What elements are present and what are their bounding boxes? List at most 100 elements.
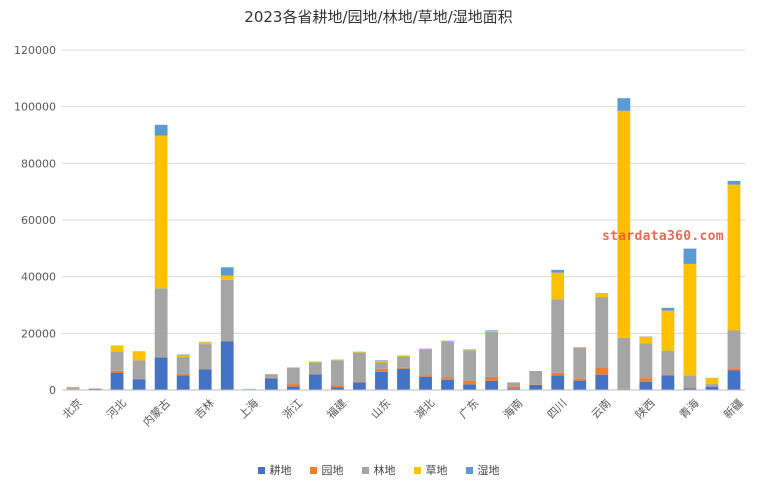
bar-segment [551, 272, 565, 300]
bar-segment [176, 355, 190, 357]
bar-segment [617, 337, 631, 389]
bar-segment [529, 384, 543, 385]
y-tick-label: 60000 [21, 214, 56, 227]
bar-segment [705, 384, 719, 387]
bar-segment [705, 386, 719, 390]
bar-segment [331, 360, 344, 386]
bar-segment [441, 379, 454, 390]
bar-segment [110, 345, 124, 353]
bar-segment [727, 368, 741, 371]
bar-segment [683, 388, 697, 390]
bar-segment [353, 381, 366, 383]
bar-segment [88, 388, 102, 390]
bar-segment [485, 380, 499, 390]
x-tick-label: 海南 [500, 396, 525, 421]
bar-segment [264, 374, 278, 375]
bar-segment [463, 384, 476, 390]
bar-segment [617, 110, 631, 338]
bar-segment [132, 351, 146, 361]
x-tick-label: 浙江 [280, 397, 305, 422]
bar-segment [463, 349, 476, 351]
bar-segment [683, 375, 697, 389]
bar-segment [353, 352, 366, 382]
bar-segment [617, 98, 631, 111]
y-tick-label: 80000 [21, 157, 56, 170]
bar-segment [154, 288, 168, 358]
y-tick-label: 120000 [14, 44, 56, 57]
x-tick-label: 青海 [676, 396, 701, 421]
bar-segment [264, 378, 278, 390]
legend-swatch [257, 466, 265, 474]
legend-item: 草地 [413, 462, 448, 478]
bar-segment [375, 360, 388, 361]
bar-segment [441, 377, 454, 380]
bar-segment [286, 367, 300, 385]
bar-segment [595, 367, 609, 375]
bar-segment [397, 356, 410, 368]
bar-segment [419, 375, 432, 377]
legend-item: 耕地 [257, 462, 292, 478]
bar-segment [727, 184, 741, 331]
bar-segment [639, 336, 653, 344]
bar-segment [639, 381, 653, 390]
x-tick-label: 内蒙古 [140, 396, 173, 429]
bar-segment [529, 371, 543, 385]
bar-segment [286, 386, 300, 390]
y-tick-label: 100000 [14, 101, 56, 114]
bar-segment [639, 378, 653, 382]
bar-segment [727, 180, 741, 185]
bar-segment [375, 368, 388, 372]
bar-segment [551, 299, 565, 373]
legend-label: 园地 [321, 464, 344, 477]
bar-segment [441, 341, 454, 378]
bar-segment [176, 375, 190, 390]
bar-segment [132, 360, 146, 379]
bar-segment [463, 380, 476, 385]
bar-segment [573, 347, 587, 379]
bar-segment [661, 374, 675, 376]
legend-label: 耕地 [269, 464, 292, 477]
bar-segment [176, 374, 190, 376]
bar-segment [485, 330, 499, 332]
bar-segment [573, 378, 587, 381]
bars [66, 98, 741, 390]
bar-segment [397, 355, 410, 357]
legend-label: 湿地 [477, 464, 500, 477]
bar-segment [551, 372, 565, 376]
bar-segment [463, 350, 476, 381]
bar-segment [661, 350, 675, 375]
legend-item: 林地 [361, 462, 396, 478]
bar-segment [220, 341, 234, 390]
bar-segment [353, 382, 366, 390]
bar-segment [507, 386, 521, 389]
bar-segment [220, 279, 234, 341]
bar-segment [375, 362, 388, 369]
legend-item: 湿地 [465, 462, 500, 478]
bar-segment [683, 248, 697, 264]
x-axis-ticks: 北京 河北 内蒙古 吉林 上海 浙江 福建 山东 湖北 广东 海南 四川 云南 陕西 青海 新疆 [59, 396, 745, 429]
x-tick-label: 新疆 [720, 396, 745, 421]
x-tick-label: 河北 [104, 397, 129, 422]
bar-segment [727, 370, 741, 390]
bar-segment [353, 352, 366, 353]
bar-segment [286, 384, 300, 387]
bar-segment [397, 367, 410, 369]
bar-segment [551, 269, 565, 273]
bar-segment [132, 378, 146, 380]
bar-segment [727, 330, 741, 369]
x-tick-label: 上海 [236, 396, 261, 421]
x-tick-label: 福建 [324, 396, 349, 421]
x-tick-label: 云南 [589, 397, 614, 422]
y-axis-ticks: 0 20000 40000 60000 80000 100000 120000 [14, 44, 56, 397]
y-tick-label: 20000 [21, 327, 56, 340]
bar-segment [661, 375, 675, 390]
bar-segment [220, 267, 234, 276]
bar-segment [132, 379, 146, 390]
bar-segment [331, 387, 344, 390]
legend-swatch [309, 466, 317, 474]
legend: 耕地 园地 林地 草地 湿地 [0, 462, 757, 478]
x-tick-label: 陕西 [632, 396, 657, 421]
bar-segment [595, 293, 609, 298]
legend-label: 林地 [373, 464, 396, 477]
